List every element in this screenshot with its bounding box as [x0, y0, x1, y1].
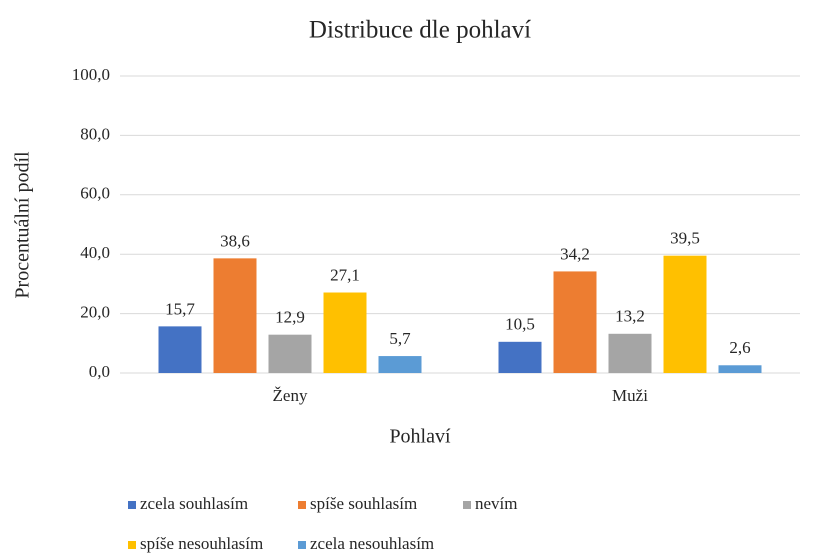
bar: [378, 356, 422, 373]
data-label: 34,2: [560, 244, 590, 263]
legend-label: spíše souhlasím: [310, 494, 417, 513]
data-label: 5,7: [389, 329, 411, 348]
bar: [498, 341, 542, 373]
x-tick-label: Ženy: [273, 386, 308, 405]
bar: [663, 255, 707, 373]
x-tick-label: Muži: [612, 386, 648, 405]
bar: [718, 365, 762, 373]
legend-label: nevím: [475, 494, 518, 513]
legend-swatch: [128, 501, 136, 509]
y-tick-label: 40,0: [80, 243, 110, 262]
y-tick-label: 0,0: [89, 362, 110, 381]
x-axis-label: Pohlaví: [389, 426, 451, 448]
bar: [323, 292, 367, 373]
bar: [268, 334, 312, 373]
data-label: 15,7: [165, 299, 195, 318]
y-tick-label: 100,0: [72, 65, 110, 84]
legend-swatch: [128, 541, 136, 549]
y-tick-label: 20,0: [80, 303, 110, 322]
bar: [158, 326, 202, 373]
chart-title: Distribuce dle pohlaví: [309, 17, 531, 44]
y-tick-label: 80,0: [80, 124, 110, 143]
data-label: 2,6: [729, 338, 750, 357]
legend-label: spíše nesouhlasím: [140, 534, 263, 553]
legend-label: zcela souhlasím: [140, 494, 248, 513]
legend-swatch: [298, 541, 306, 549]
data-label: 38,6: [220, 231, 250, 250]
data-label: 12,9: [275, 308, 305, 327]
data-label: 13,2: [615, 307, 645, 326]
legend-label: zcela nesouhlasím: [310, 534, 434, 553]
legend-swatch: [298, 501, 306, 509]
bar: [608, 333, 652, 373]
data-label: 10,5: [505, 315, 535, 334]
data-label: 39,5: [670, 229, 700, 248]
bar: [553, 271, 597, 373]
data-label: 27,1: [330, 265, 360, 284]
legend-swatch: [463, 501, 471, 509]
bar: [213, 258, 257, 373]
y-tick-label: 60,0: [80, 184, 110, 203]
y-axis-label: Procentuální podíl: [12, 151, 34, 299]
